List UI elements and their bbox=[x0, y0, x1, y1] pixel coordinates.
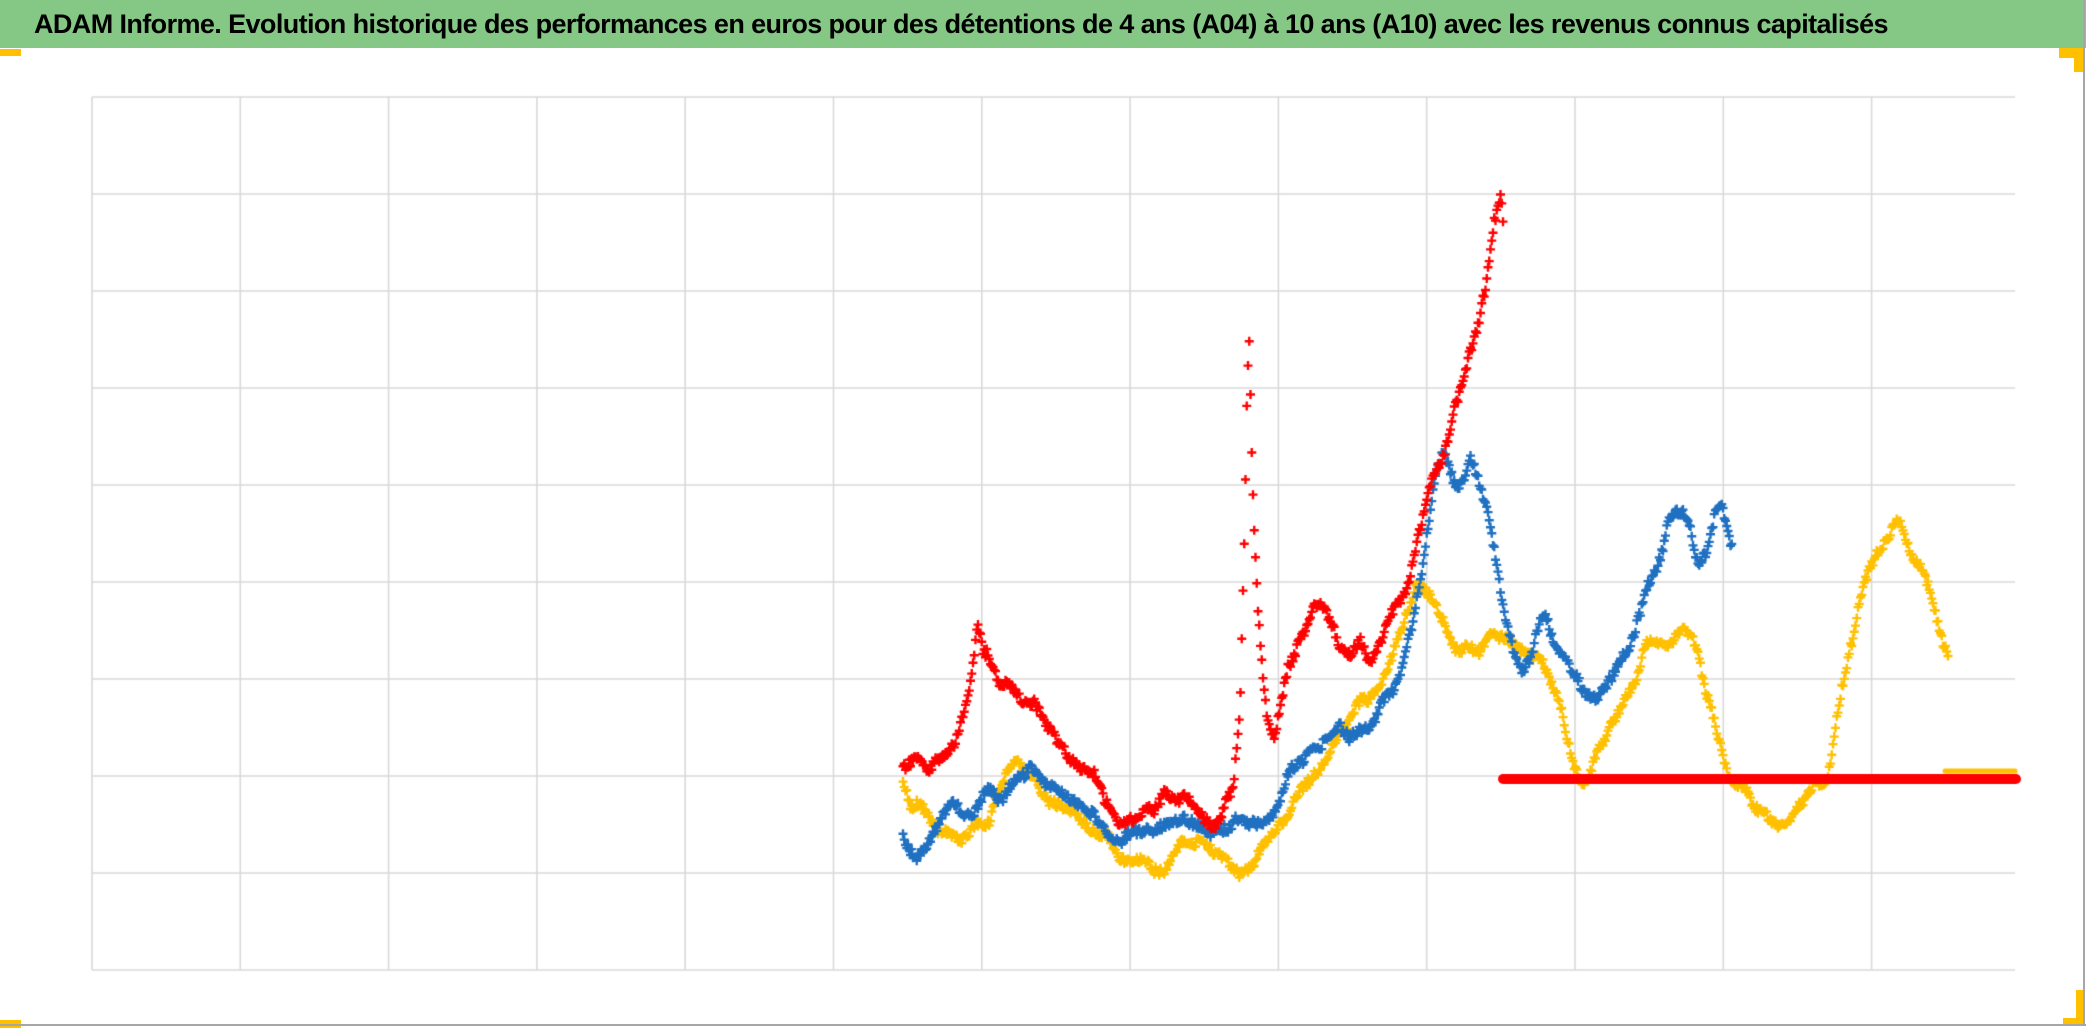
corner-accent-top-left bbox=[0, 49, 21, 56]
corner-accent-bottom-right-stub bbox=[2076, 990, 2084, 1026]
corner-accent-top-right-stub bbox=[2074, 58, 2084, 72]
bottom-edge-border bbox=[0, 1024, 2086, 1026]
corner-accent-top-right bbox=[2059, 48, 2084, 58]
right-edge-border bbox=[2083, 0, 2085, 1026]
chart-canvas bbox=[0, 48, 2086, 1031]
chart-area bbox=[0, 48, 2086, 1031]
page-title: ADAM Informe. Evolution historique des p… bbox=[34, 9, 1889, 39]
corner-accent-bottom-right bbox=[2063, 1018, 2084, 1026]
header-bar: ADAM Informe. Evolution historique des p… bbox=[0, 0, 2086, 48]
